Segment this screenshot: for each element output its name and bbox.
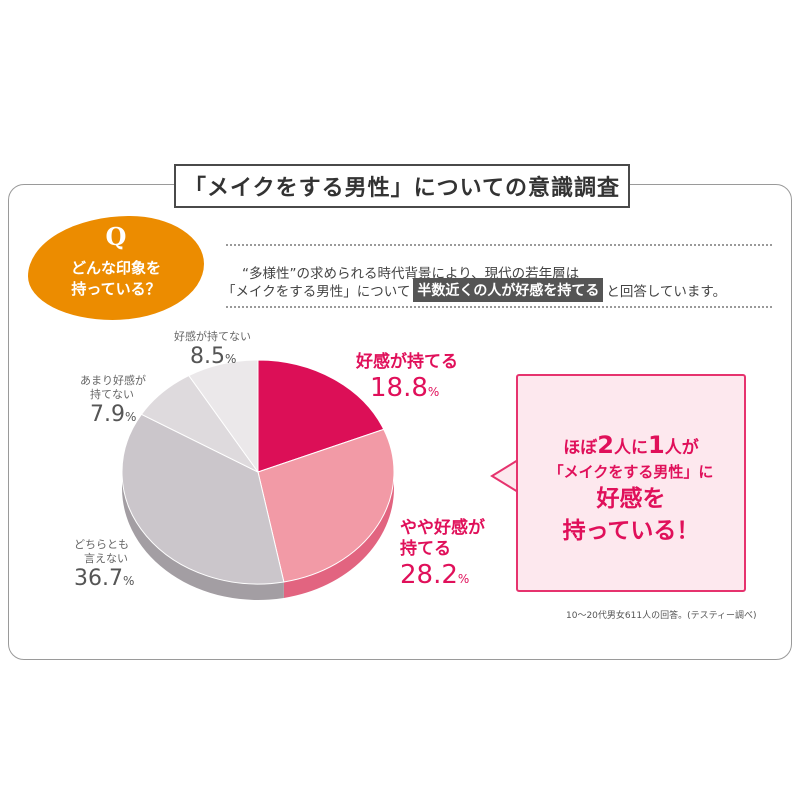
label-somewhat-favorable: やや好感が 持てる 28.2% <box>400 518 485 594</box>
question-badge: Q どんな印象を 持っている？ <box>28 216 204 320</box>
survey-title: 「メイクをする男性」についての意識調査 <box>174 164 630 208</box>
callout-line-3: 好感を <box>596 486 666 512</box>
dotted-divider-top <box>226 244 772 246</box>
callout-line-1: ほぼ2人に1人が <box>563 431 699 459</box>
label-somewhat-favorable-name-2: 持てる <box>400 539 451 559</box>
label-favorable-name: 好感が持てる <box>356 352 458 372</box>
label-neutral-pct: 36.7% <box>74 566 135 591</box>
callout-line-2: 「メイクをする男性」に <box>548 463 714 481</box>
label-somewhat-unfavorable-name-2: 持てない <box>90 388 134 401</box>
intro-highlight: 半数近くの人が好感を持てる <box>413 278 604 302</box>
question-line-2: 持っている？ <box>71 280 161 298</box>
label-neutral-name-2: 言えない <box>84 552 128 565</box>
pie-slice-favorable <box>257 359 385 473</box>
label-neutral-name-1: どちらとも <box>74 538 129 551</box>
label-neutral: どちらとも 言えない 36.7% <box>74 538 134 594</box>
source-note: 10～20代男女611人の回答。(テスティー調べ) <box>566 611 757 621</box>
label-unfavorable-pct: 8.5% <box>190 344 237 369</box>
question-text: どんな印象を 持っている？ <box>28 258 204 300</box>
label-somewhat-favorable-name-1: やや好感が <box>400 518 485 538</box>
question-line-1: どんな印象を <box>70 259 161 277</box>
label-unfavorable: 好感が持てない 8.5% <box>174 330 251 372</box>
callout-line-4: 持っている！ <box>562 518 700 544</box>
intro-line-2-start: 「メイクをする男性」について <box>222 284 411 300</box>
label-unfavorable-name: 好感が持てない <box>174 330 251 343</box>
label-somewhat-unfavorable-name-1: あまり好感が <box>80 374 146 387</box>
label-somewhat-unfavorable-pct: 7.9% <box>90 402 137 427</box>
label-somewhat-unfavorable: あまり好感が 持てない 7.9% <box>80 374 146 430</box>
label-somewhat-favorable-pct: 28.2% <box>400 560 470 590</box>
pie-side-somewhat-favorable <box>283 472 395 598</box>
dotted-divider-bottom <box>226 306 772 308</box>
pie-slice-somewhat-favorable <box>257 428 395 583</box>
intro-line-2-end: と回答しています。 <box>606 284 727 300</box>
label-favorable: 好感が持てる 18.8% <box>356 352 458 407</box>
callout-text: ほぼ2人に1人が 「メイクをする男性」に 好感を 持っている！ <box>518 432 744 547</box>
callout-box: ほぼ2人に1人が 「メイクをする男性」に 好感を 持っている！ <box>516 374 746 592</box>
pie-slice-unfavorable <box>188 359 259 474</box>
label-favorable-pct: 18.8% <box>370 373 440 403</box>
pie-side-neutral <box>122 472 284 600</box>
intro-line-2: 「メイクをする男性」について 半数近くの人が好感を持てる と回答しています。 <box>222 278 726 302</box>
pie-slice-neutral <box>121 413 285 585</box>
question-letter: Q <box>105 222 127 251</box>
